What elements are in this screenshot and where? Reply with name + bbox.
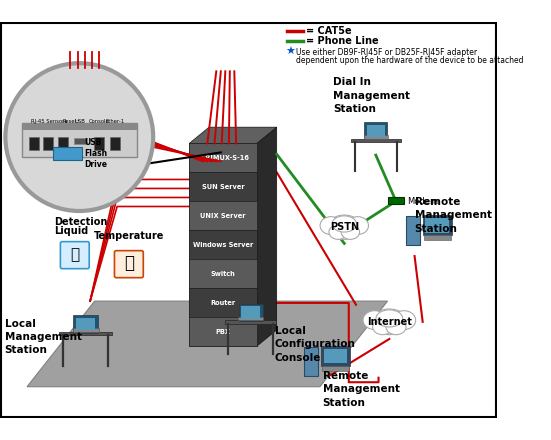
Text: dependent upon the hardware of the device to be attached: dependent upon the hardware of the devic… [295,56,523,65]
Text: USB: USB [75,120,85,125]
Polygon shape [189,202,257,230]
Text: Detection: Detection [54,217,107,227]
Text: PSTN: PSTN [329,222,359,232]
Text: Use either DB9F-RJ45F or DB25F-RJ45F adapter: Use either DB9F-RJ45F or DB25F-RJ45F ada… [295,48,477,57]
FancyBboxPatch shape [73,315,98,333]
Ellipse shape [327,215,361,239]
Text: Local
Configuration
Console: Local Configuration Console [275,326,356,363]
Text: USB
Flash
Drive: USB Flash Drive [85,138,108,169]
Polygon shape [189,172,257,202]
Text: Console: Console [89,120,110,125]
FancyBboxPatch shape [321,346,350,366]
Text: Windows Server: Windows Server [193,242,253,248]
Polygon shape [60,332,112,335]
FancyBboxPatch shape [304,347,318,376]
Ellipse shape [332,216,356,232]
Text: Dial In
Management
Station: Dial In Management Station [333,77,410,114]
Text: UNIX Server: UNIX Server [201,213,246,219]
Ellipse shape [341,225,360,239]
Ellipse shape [320,216,342,235]
Text: ★: ★ [285,48,295,57]
FancyBboxPatch shape [53,147,82,160]
FancyBboxPatch shape [44,137,53,150]
Text: Reset: Reset [62,120,77,125]
Text: Ether-1: Ether-1 [106,120,125,125]
Text: = Phone Line: = Phone Line [305,36,378,46]
Text: 🚰: 🚰 [70,247,79,262]
Text: Switch: Switch [210,271,235,277]
Polygon shape [189,143,257,346]
FancyBboxPatch shape [364,122,387,139]
Text: Local
Management
Station: Local Management Station [4,319,82,356]
Polygon shape [189,288,257,317]
FancyBboxPatch shape [387,197,404,204]
FancyBboxPatch shape [323,349,347,363]
Text: 🌡: 🌡 [124,254,134,272]
FancyBboxPatch shape [76,318,95,330]
Ellipse shape [376,310,403,327]
FancyBboxPatch shape [406,216,420,245]
Text: Remote
Management
Station: Remote Management Station [414,197,491,234]
Polygon shape [189,230,257,259]
FancyBboxPatch shape [423,216,451,235]
Ellipse shape [329,225,347,239]
Ellipse shape [392,311,415,330]
Text: Internet: Internet [367,317,412,327]
FancyBboxPatch shape [241,306,260,319]
Circle shape [6,63,153,211]
FancyBboxPatch shape [239,304,262,321]
Polygon shape [27,301,387,387]
FancyBboxPatch shape [115,251,143,278]
FancyBboxPatch shape [110,137,120,150]
Ellipse shape [386,319,406,335]
FancyBboxPatch shape [364,135,388,139]
Polygon shape [189,317,257,346]
FancyBboxPatch shape [29,137,39,150]
Text: Modem: Modem [407,198,439,206]
Polygon shape [189,127,277,143]
Polygon shape [189,143,257,172]
FancyBboxPatch shape [73,328,99,332]
Text: Remote
Management
Station: Remote Management Station [323,371,399,407]
Text: SUN Server: SUN Server [202,184,245,190]
Text: RJ-45 Sensors: RJ-45 Sensors [31,120,67,125]
FancyBboxPatch shape [367,125,385,137]
FancyBboxPatch shape [94,137,104,150]
Text: Temperature: Temperature [94,231,164,241]
Polygon shape [225,320,276,324]
Text: SERIMUX-S-16: SERIMUX-S-16 [197,155,250,161]
Text: Liquid: Liquid [54,226,88,236]
Ellipse shape [363,311,386,330]
FancyBboxPatch shape [21,123,137,130]
Ellipse shape [347,216,369,235]
Polygon shape [189,259,257,288]
Polygon shape [351,139,401,142]
Ellipse shape [372,319,393,335]
FancyBboxPatch shape [58,137,68,150]
FancyBboxPatch shape [74,138,87,144]
Text: Router: Router [210,300,236,306]
Text: PBX: PBX [215,329,230,335]
FancyBboxPatch shape [238,316,263,320]
Text: = CAT5e: = CAT5e [305,26,351,36]
FancyBboxPatch shape [61,242,89,269]
Ellipse shape [371,309,408,335]
FancyBboxPatch shape [424,235,451,240]
FancyBboxPatch shape [322,366,349,370]
Polygon shape [257,127,277,346]
FancyBboxPatch shape [425,218,449,233]
FancyBboxPatch shape [21,123,137,157]
